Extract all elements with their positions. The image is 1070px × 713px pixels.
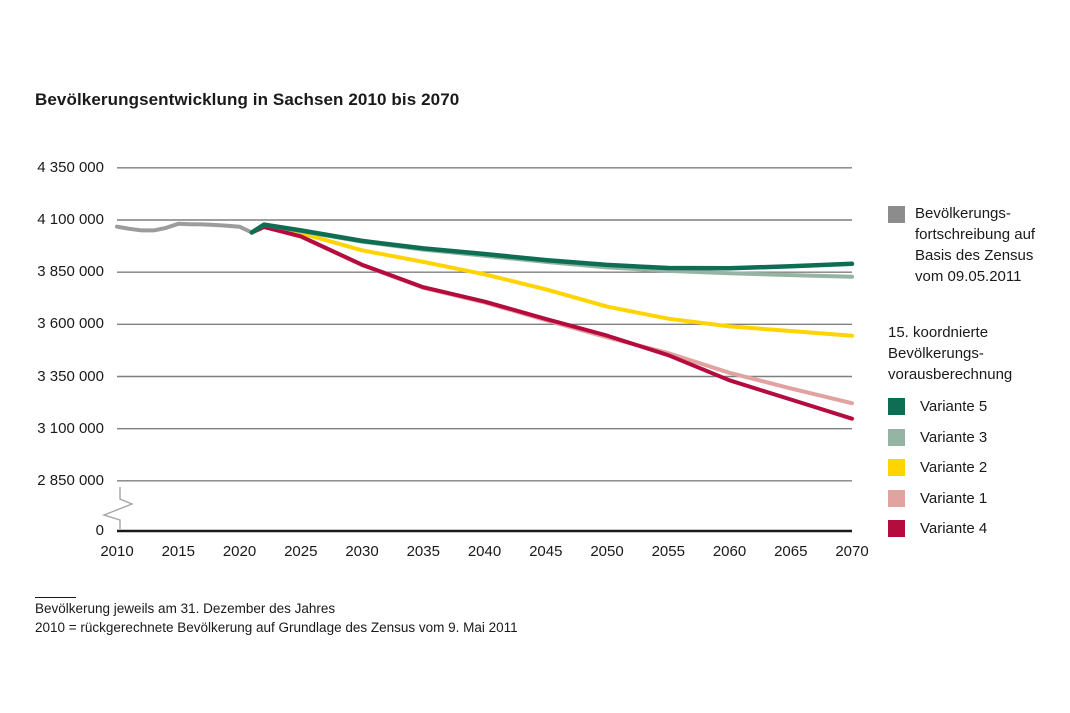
x-tick-label: 2070	[835, 543, 869, 560]
x-tick-label: 2060	[712, 543, 747, 560]
x-tick-label: 2045	[529, 543, 563, 560]
x-tick-label: 2010	[100, 543, 134, 560]
legend-subtitle-line: Bevölkerungs-	[888, 345, 984, 362]
legend-item-variante-2: Variante 2	[888, 459, 1068, 490]
legend-subtitle-line: vorausberechnung	[888, 366, 1013, 383]
variant-swatch-icon	[888, 428, 905, 446]
y-tick-label: 2 850 000	[37, 471, 104, 489]
variant-swatch-icon	[888, 459, 905, 476]
fortschreibung-label-line: Bevölkerungs-	[915, 205, 1011, 222]
y-tick-label: 3 600 000	[37, 315, 104, 333]
legend-subtitle: 15. koordnierte Bevölkerungs- vorausbere…	[888, 322, 1068, 385]
x-tick-label: 2040	[467, 543, 502, 560]
x-tick-label: 2035	[406, 543, 440, 560]
y-tick-label: 0	[95, 522, 104, 539]
x-tick-label: 2065	[774, 543, 808, 560]
variant-label: Variante 3	[920, 428, 988, 446]
legend-variants: Variante 5 Variante 3 Variante 2 Variante 1…	[888, 398, 1068, 551]
series-variante-4	[249, 225, 854, 421]
footnote-line-2: 2010 = rückgerechnete Bevölkerung auf Gr…	[35, 620, 518, 635]
legend-fortschreibung: Bevölkerungs- fortschreibung auf Basis d…	[888, 203, 1063, 287]
y-tick-label: 3 100 000	[37, 419, 104, 437]
variant-swatch-icon	[888, 520, 905, 537]
y-tick-label: 4 100 000	[37, 211, 104, 228]
legend-subtitle-line: 15. koordnierte	[888, 324, 989, 341]
variant-swatch-icon	[888, 398, 905, 415]
variant-label: Variante 1	[920, 489, 988, 507]
variant-label: Variante 4	[920, 520, 988, 537]
legend-item-variante-4: Variante 4	[888, 520, 1068, 551]
x-tick-label: 2025	[284, 543, 318, 560]
fortschreibung-label-line: Basis des Zensus	[915, 247, 1034, 264]
footnote-rule	[35, 597, 76, 598]
y-tick-label: 3 350 000	[37, 367, 104, 385]
x-tick-label: 2020	[222, 543, 257, 560]
x-tick-label: 2050	[590, 543, 624, 560]
footnote-line-1: Bevölkerung jeweils am 31. Dezember des …	[35, 601, 336, 616]
x-tick-label: 2055	[651, 543, 685, 560]
variant-swatch-icon	[888, 489, 905, 507]
y-tick-label: 4 350 000	[37, 158, 104, 176]
x-tick-label: 2015	[161, 543, 195, 560]
chart-title: Bevölkerungsentwicklung in Sachsen 2010 …	[35, 90, 460, 109]
series-bev-lkerungsfortschreibu	[115, 221, 254, 235]
variant-label: Variante 5	[920, 398, 988, 415]
x-tick-label: 2030	[345, 543, 379, 560]
legend-item-variante-5: Variante 5	[888, 398, 1068, 429]
variant-label: Variante 2	[920, 459, 988, 476]
fortschreibung-label-line: fortschreibung auf	[915, 226, 1036, 243]
y-tick-label: 3 850 000	[37, 263, 104, 281]
legend-item-variante-3: Variante 3	[888, 428, 1068, 460]
fortschreibung-swatch-icon	[888, 206, 905, 223]
y-axis-break-icon	[101, 487, 134, 529]
legend-item-variante-1: Variante 1	[888, 489, 1068, 521]
series-variante-5	[249, 222, 855, 271]
fortschreibung-label-line: vom 09.05.2011	[915, 268, 1022, 285]
